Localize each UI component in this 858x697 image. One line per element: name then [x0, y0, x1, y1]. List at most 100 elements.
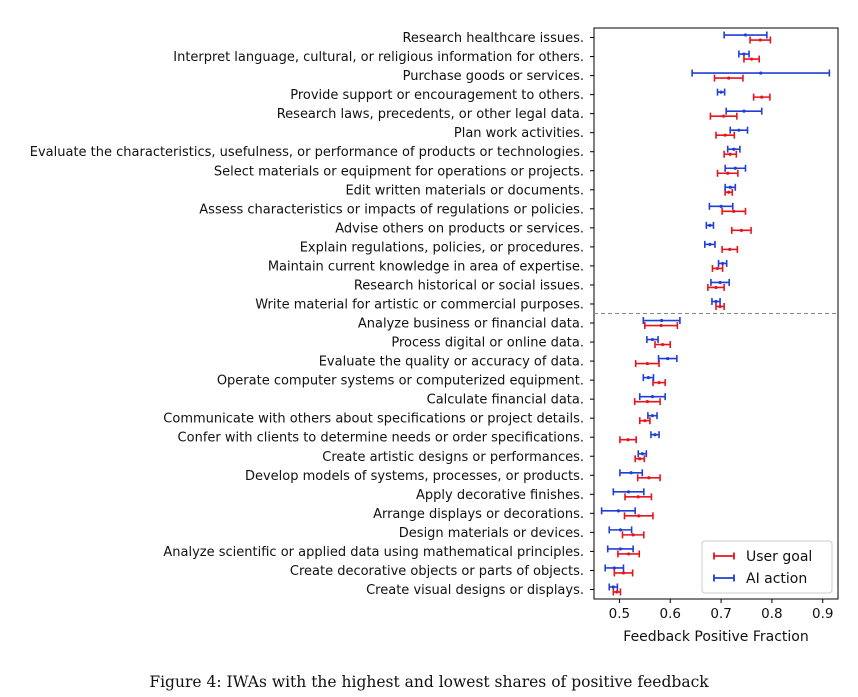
- data-point: [728, 152, 732, 156]
- data-point: [714, 299, 718, 304]
- x-tick-label: 0.8: [761, 606, 782, 622]
- category-label: Operate computer systems or computerized…: [217, 374, 584, 389]
- legend: User goal AI action: [701, 540, 833, 594]
- category-label: Maintain current knowledge in area of ex…: [268, 259, 584, 274]
- data-point: [742, 109, 746, 113]
- data-point: [650, 337, 655, 342]
- data-point: [612, 566, 616, 570]
- figure-caption: Figure 4: IWAs with the highest and lowe…: [149, 673, 709, 691]
- category-label: Process digital or online data.: [391, 336, 584, 351]
- x-tick-label: 0.5: [609, 606, 630, 622]
- series-ai-action: [600, 31, 831, 591]
- legend-item: AI action: [713, 571, 807, 587]
- category-label: Research laws, precedents, or other lega…: [277, 107, 584, 122]
- x-tick-label: 0.6: [660, 606, 681, 622]
- data-point: [722, 114, 726, 118]
- data-point: [718, 280, 722, 285]
- category-label: Arrange displays or decorations.: [373, 507, 584, 522]
- data-point: [749, 57, 754, 61]
- data-point: [631, 533, 635, 537]
- data-point: [715, 266, 720, 271]
- category-label: Create visual designs or displays.: [366, 583, 584, 598]
- x-tick-label: 0.7: [710, 606, 731, 622]
- category-label: Interpret language, cultural, or religio…: [173, 50, 584, 65]
- category-label: Evaluate the quality or accuracy of data…: [319, 355, 584, 370]
- x-tick-label: 0.9: [812, 606, 833, 622]
- category-label: Create decorative objects or parts of ob…: [290, 564, 584, 579]
- data-point: [760, 95, 764, 99]
- data-point: [646, 376, 650, 380]
- data-point: [626, 552, 631, 556]
- data-point: [637, 514, 641, 518]
- x-axis: 0.5 0.6 0.7 0.8 0.9: [590, 37, 833, 622]
- data-point: [733, 166, 737, 170]
- legend-label: AI action: [746, 571, 807, 587]
- category-label: Advise others on products or services.: [335, 221, 584, 236]
- legend-item: User goal: [713, 549, 812, 565]
- data-point: [653, 433, 657, 437]
- data-point: [650, 414, 655, 418]
- data-point: [626, 438, 630, 442]
- data-point: [759, 71, 763, 75]
- data-point: [714, 285, 718, 290]
- data-point: [739, 228, 744, 232]
- data-point: [728, 247, 732, 251]
- category-label: Provide support or encouragement to othe…: [290, 88, 584, 103]
- category-label: Explain regulations, policies, or proced…: [300, 240, 584, 255]
- data-point: [661, 342, 665, 347]
- data-point: [708, 242, 712, 246]
- data-point: [611, 585, 615, 589]
- data-point: [743, 33, 748, 37]
- category-label: Plan work activities.: [454, 126, 584, 141]
- data-point: [719, 90, 723, 94]
- category-label: Analyze scientific or applied data using…: [163, 545, 584, 560]
- data-point: [732, 209, 736, 213]
- data-point: [718, 304, 722, 309]
- category-label: Apply decorative finishes.: [416, 488, 584, 503]
- category-label: Calculate financial data.: [427, 393, 584, 408]
- category-label: Research historical or social issues.: [354, 278, 584, 293]
- data-point: [640, 452, 644, 456]
- category-label: Analyze business or financial data.: [358, 317, 584, 332]
- category-label: Create artistic designs or performances.: [322, 450, 584, 465]
- data-point: [721, 261, 725, 266]
- category-label: Confer with clients to determine needs o…: [178, 431, 584, 446]
- category-label: Write material for artistic or commercia…: [255, 297, 584, 312]
- data-point: [727, 76, 731, 80]
- data-point: [618, 547, 623, 551]
- data-point: [638, 457, 642, 461]
- category-label: Communicate with others about specificat…: [163, 412, 584, 427]
- category-label: Purchase goods or services.: [403, 69, 584, 84]
- data-point: [657, 381, 661, 385]
- data-point: [742, 52, 746, 56]
- x-axis-title: Feedback Positive Fraction: [623, 629, 808, 645]
- category-label: Research healthcare issues.: [402, 31, 584, 46]
- data-point: [723, 133, 727, 137]
- errorbar-chart: Research healthcare issues. Interpret lan…: [30, 27, 839, 645]
- data-point: [615, 590, 619, 594]
- data-point: [650, 395, 655, 399]
- data-point: [758, 38, 762, 42]
- data-point: [719, 204, 723, 208]
- series-user-goal: [612, 36, 772, 596]
- data-point: [645, 361, 649, 366]
- category-label: Assess characteristics or impacts of reg…: [199, 202, 584, 217]
- data-point: [660, 318, 664, 323]
- data-point: [732, 147, 736, 151]
- data-point: [643, 419, 647, 423]
- category-label: Design materials or devices.: [399, 526, 584, 541]
- data-point: [626, 490, 631, 494]
- data-point: [629, 471, 633, 475]
- category-label: Edit written materials or documents.: [345, 183, 584, 198]
- data-point: [728, 185, 732, 189]
- data-point: [647, 476, 651, 480]
- data-point: [645, 400, 649, 404]
- category-label: Select materials or equipment for operat…: [214, 164, 584, 179]
- category-label: Develop models of systems, processes, or…: [245, 469, 584, 484]
- data-point: [616, 509, 621, 513]
- data-point: [727, 190, 731, 194]
- data-point: [621, 571, 626, 575]
- data-point: [726, 171, 730, 175]
- legend-label: User goal: [746, 549, 812, 565]
- category-labels: Research healthcare issues. Interpret lan…: [30, 31, 584, 598]
